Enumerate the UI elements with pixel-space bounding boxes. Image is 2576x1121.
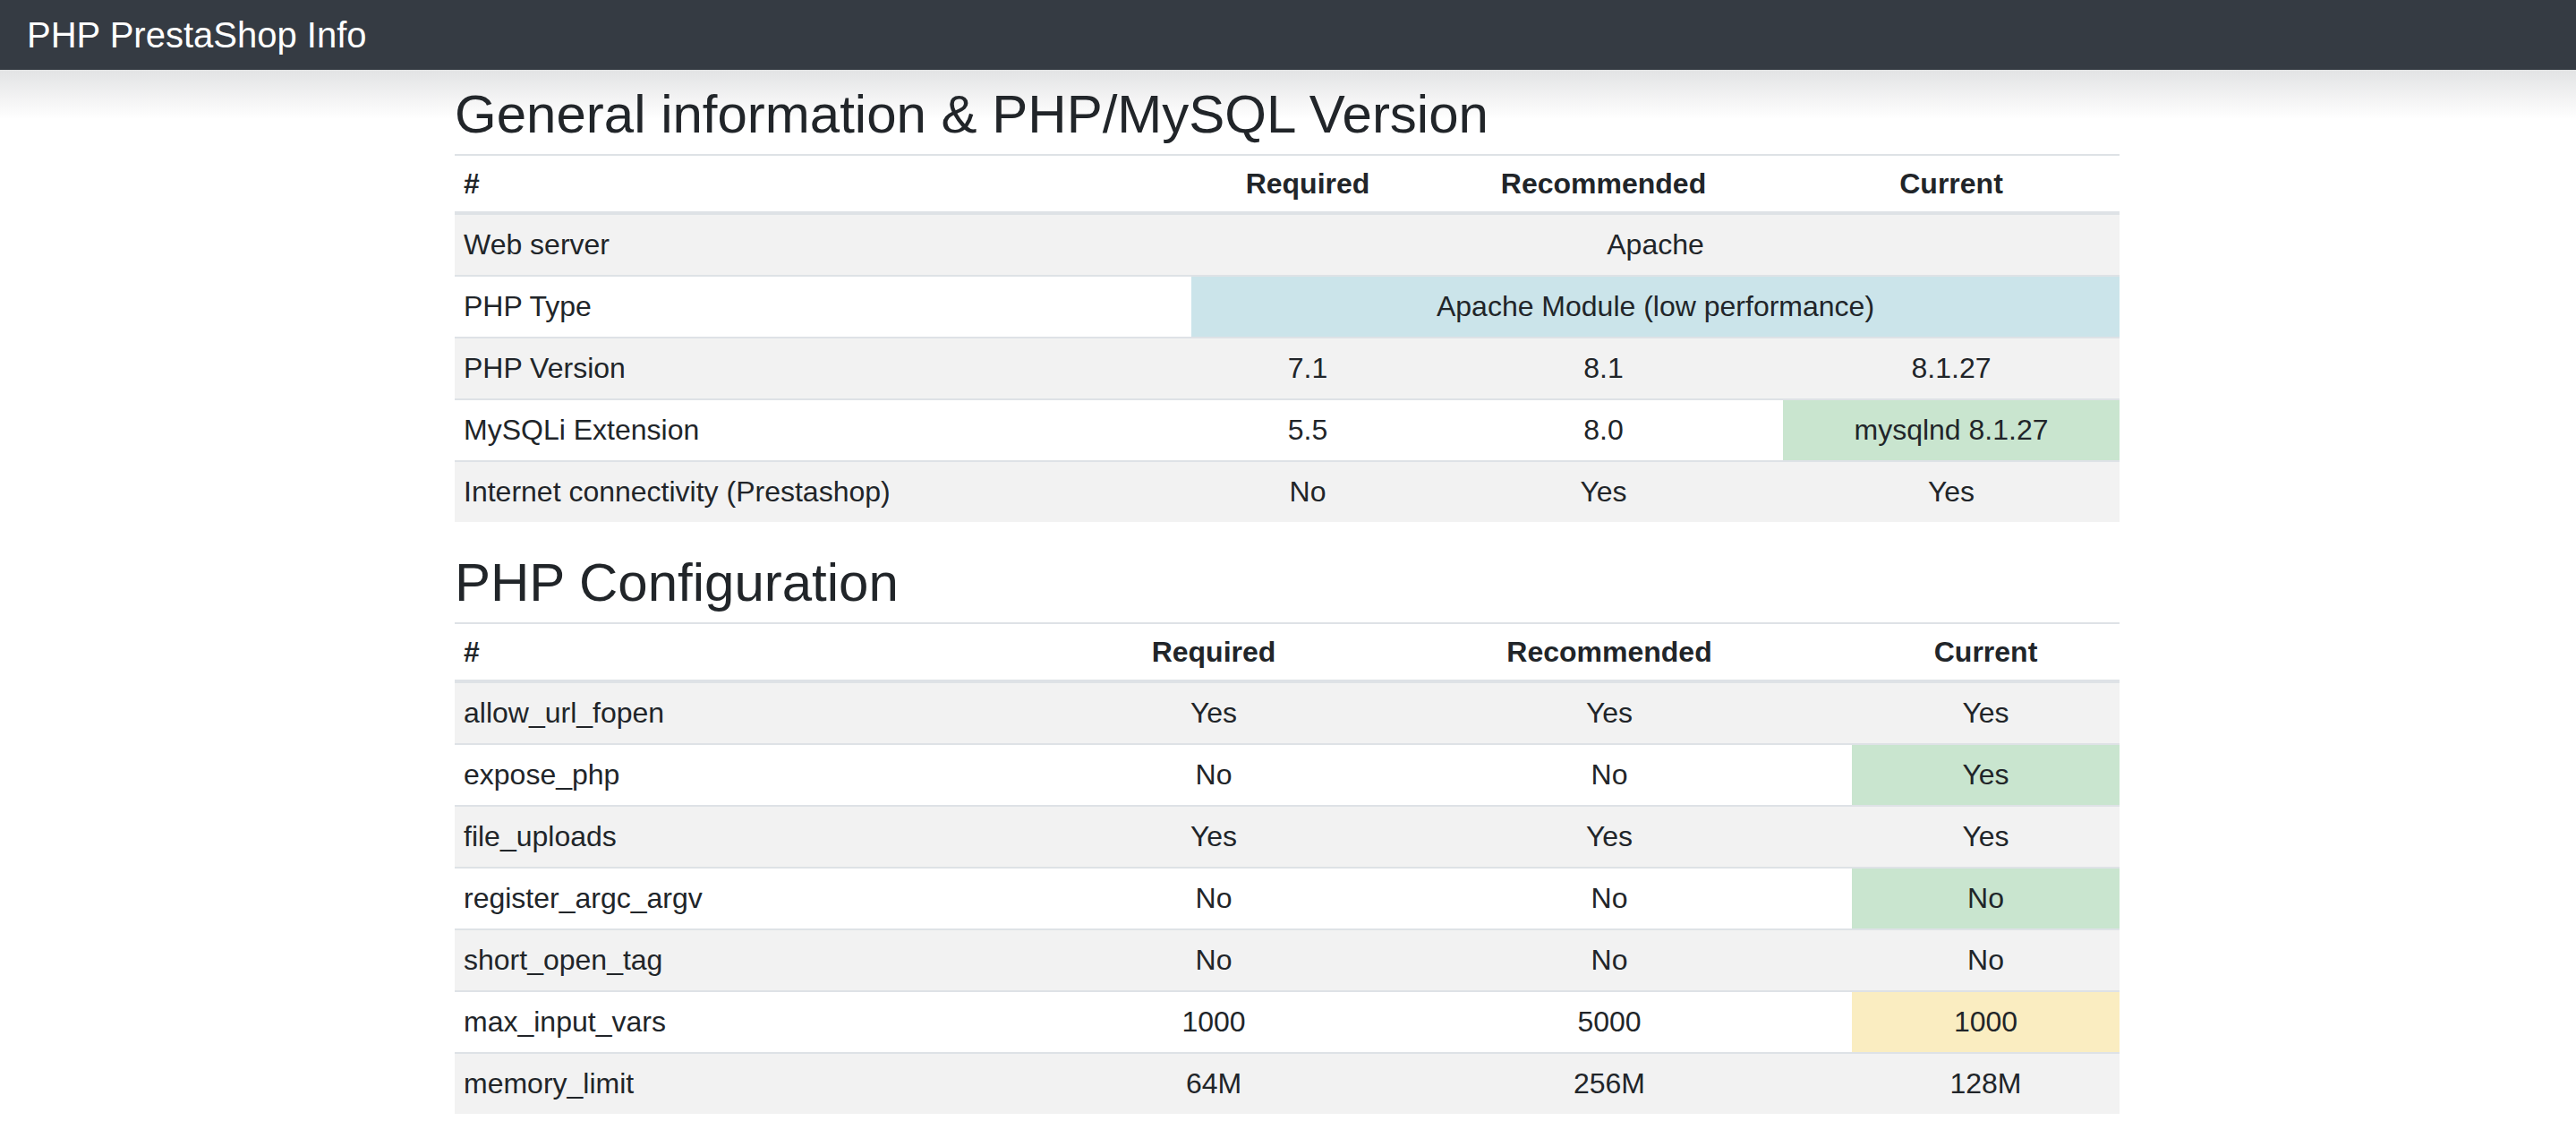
table-row: expose_phpNoNoYes	[455, 744, 2120, 806]
row-label-cell: Internet connectivity (Prestashop)	[455, 461, 1191, 522]
current-value-cell: No	[1852, 929, 2120, 991]
php-config-table: # Required Recommended Current allow_url…	[455, 622, 2120, 1114]
column-header-required: Required	[1061, 623, 1367, 681]
table-header-row: # Required Recommended Current	[455, 155, 2120, 213]
main-content: General information & PHP/MySQL Version …	[455, 82, 2120, 1114]
row-label-cell: PHP Type	[455, 276, 1191, 338]
column-header-recommended: Recommended	[1367, 623, 1852, 681]
table-row: PHP TypeApache Module (low performance)	[455, 276, 2120, 338]
table-row: memory_limit64M256M128M	[455, 1053, 2120, 1114]
required-value-cell: No	[1061, 744, 1367, 806]
table-row: Web serverApache	[455, 213, 2120, 276]
recommended-value-cell: No	[1367, 929, 1852, 991]
row-label-cell: memory_limit	[455, 1053, 1061, 1114]
column-header-current: Current	[1783, 155, 2120, 213]
section-title-general: General information & PHP/MySQL Version	[455, 82, 2120, 147]
current-value-cell: Yes	[1783, 461, 2120, 522]
current-value-cell: Yes	[1852, 806, 2120, 868]
table-row: register_argc_argvNoNoNo	[455, 868, 2120, 929]
recommended-value-cell: 5000	[1367, 991, 1852, 1053]
current-value-cell: mysqlnd 8.1.27	[1783, 399, 2120, 461]
table-header-row: # Required Recommended Current	[455, 623, 2120, 681]
row-label-cell: MySQLi Extension	[455, 399, 1191, 461]
recommended-value-cell: 256M	[1367, 1053, 1852, 1114]
column-header-required: Required	[1191, 155, 1424, 213]
top-navbar: PHP PrestaShop Info	[0, 0, 2576, 70]
required-value-cell: Yes	[1061, 681, 1367, 744]
current-value-cell: No	[1852, 868, 2120, 929]
section-general-information: General information & PHP/MySQL Version …	[455, 82, 2120, 522]
table-row: short_open_tagNoNoNo	[455, 929, 2120, 991]
required-value-cell: No	[1061, 929, 1367, 991]
recommended-value-cell: 8.0	[1424, 399, 1783, 461]
current-value-cell: 1000	[1852, 991, 2120, 1053]
recommended-value-cell: 8.1	[1424, 338, 1783, 399]
table-row: MySQLi Extension5.58.0mysqlnd 8.1.27	[455, 399, 2120, 461]
required-value-cell: 1000	[1061, 991, 1367, 1053]
column-header-current: Current	[1852, 623, 2120, 681]
table-row: file_uploadsYesYesYes	[455, 806, 2120, 868]
required-value-cell: 64M	[1061, 1053, 1367, 1114]
current-value-cell: Yes	[1852, 681, 2120, 744]
row-label-cell: register_argc_argv	[455, 868, 1061, 929]
recommended-value-cell: Yes	[1424, 461, 1783, 522]
navbar-brand: PHP PrestaShop Info	[27, 17, 367, 53]
row-label-cell: Web server	[455, 213, 1191, 276]
required-value-cell: Yes	[1061, 806, 1367, 868]
row-label-cell: short_open_tag	[455, 929, 1061, 991]
required-value-cell: No	[1061, 868, 1367, 929]
recommended-value-cell: Yes	[1367, 681, 1852, 744]
table-row: Internet connectivity (Prestashop)NoYesY…	[455, 461, 2120, 522]
general-info-table: # Required Recommended Current Web serve…	[455, 154, 2120, 522]
required-value-cell: No	[1191, 461, 1424, 522]
table-row: max_input_vars100050001000	[455, 991, 2120, 1053]
recommended-value-cell: Yes	[1367, 806, 1852, 868]
current-value-cell: 128M	[1852, 1053, 2120, 1114]
row-label-cell: allow_url_fopen	[455, 681, 1061, 744]
merged-value-cell: Apache Module (low performance)	[1191, 276, 2120, 338]
column-header-hash: #	[455, 623, 1061, 681]
column-header-recommended: Recommended	[1424, 155, 1783, 213]
current-value-cell: 8.1.27	[1783, 338, 2120, 399]
section-php-configuration: PHP Configuration # Required Recommended…	[455, 551, 2120, 1114]
row-label-cell: max_input_vars	[455, 991, 1061, 1053]
required-value-cell: 7.1	[1191, 338, 1424, 399]
required-value-cell: 5.5	[1191, 399, 1424, 461]
recommended-value-cell: No	[1367, 868, 1852, 929]
section-title-php-configuration: PHP Configuration	[455, 551, 2120, 615]
current-value-cell: Yes	[1852, 744, 2120, 806]
row-label-cell: expose_php	[455, 744, 1061, 806]
table-row: PHP Version7.18.18.1.27	[455, 338, 2120, 399]
row-label-cell: file_uploads	[455, 806, 1061, 868]
row-label-cell: PHP Version	[455, 338, 1191, 399]
column-header-hash: #	[455, 155, 1191, 213]
merged-value-cell: Apache	[1191, 213, 2120, 276]
recommended-value-cell: No	[1367, 744, 1852, 806]
table-row: allow_url_fopenYesYesYes	[455, 681, 2120, 744]
